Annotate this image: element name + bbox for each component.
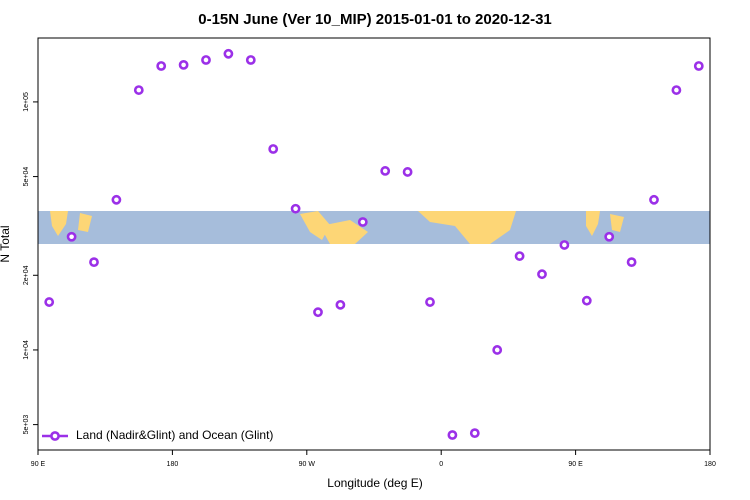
point [245,55,256,65]
point [604,231,615,242]
chart-title: 0-15N June (Ver 10_MIP) 2015-01-01 to 20… [198,11,552,28]
point [649,194,659,205]
point [559,240,570,250]
point [425,297,435,307]
point [402,167,413,177]
point [537,269,547,280]
point [380,166,391,176]
point [357,217,368,227]
point [178,60,189,70]
y-tick-label: 2e+04 [23,265,30,285]
point [44,297,55,307]
point [492,345,503,355]
point [447,430,458,440]
point [626,257,637,268]
point [89,257,99,268]
x-tick-label: 180 [704,461,716,468]
x-tick-label: 90 W [299,461,316,468]
x-axis-label: Longitude (deg E) [327,476,422,490]
point [290,203,301,214]
x-tick-label: 90 E [31,461,46,468]
x-tick-label: 0 [439,461,443,468]
point [671,85,682,95]
point [313,307,323,318]
y-tick-label: 1e+04 [23,340,30,360]
y-tick-label: 5e+03 [23,415,30,435]
point [223,48,234,59]
point [693,61,704,71]
point [581,295,592,306]
point [335,299,346,310]
legend-marker [50,431,60,441]
x-tick-label: 90 E [568,461,583,468]
x-tick-label: 180 [167,461,179,468]
point [514,251,525,261]
y-tick-label: 1e+05 [23,92,30,112]
point [111,194,122,205]
point [66,231,77,242]
plot-frame [37,37,711,451]
y-axis-label: N Total [0,225,12,262]
point [133,85,144,95]
point [268,144,279,154]
point [156,61,167,71]
y-tick-label: 5e+04 [23,167,30,187]
map-strip [38,211,710,244]
point [469,428,480,439]
point [201,55,211,65]
legend-label: Land (Nadir&Glint) and Ocean (Glint) [76,428,273,442]
